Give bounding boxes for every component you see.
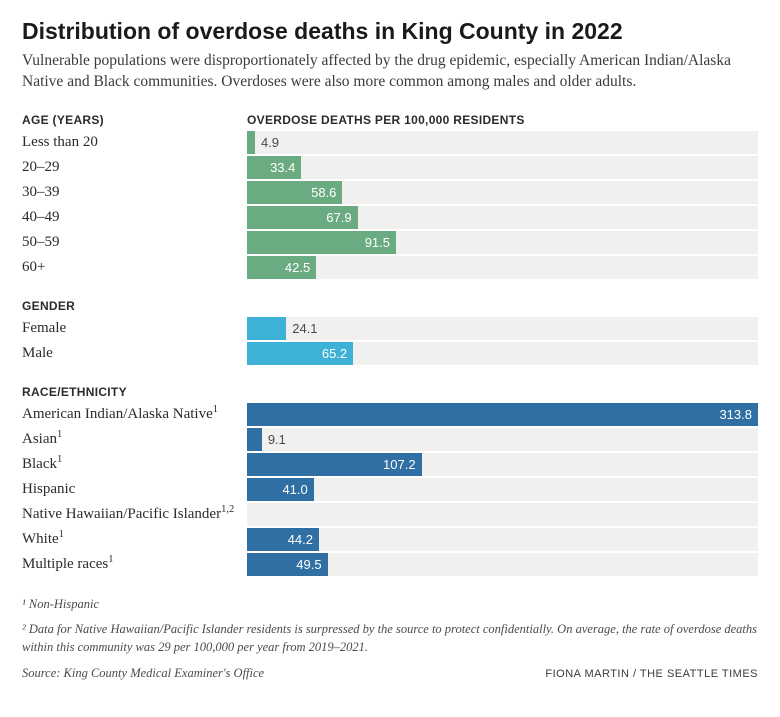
- chart-row: Hispanic 41.0: [22, 478, 758, 501]
- bar-track: 24.1: [247, 317, 758, 340]
- chart-row: Asian1 9.1: [22, 428, 758, 451]
- bar-track: 58.6: [247, 181, 758, 204]
- axis-label: OVERDOSE DEATHS PER 100,000 RESIDENTS: [247, 113, 525, 127]
- bar: [247, 131, 255, 154]
- bar: 91.5: [247, 231, 396, 254]
- row-label: 60+: [22, 259, 247, 276]
- row-label: 20–29: [22, 159, 247, 176]
- chart-row: Multiple races1 49.5: [22, 553, 758, 576]
- chart-row: Black1 107.2: [22, 453, 758, 476]
- row-label: 50–59: [22, 234, 247, 251]
- bar-value: 65.2: [322, 346, 353, 361]
- chart-body: AGE (YEARS)OVERDOSE DEATHS PER 100,000 R…: [22, 113, 758, 576]
- bar-track: 33.4: [247, 156, 758, 179]
- row-label: American Indian/Alaska Native1: [22, 406, 247, 423]
- bar-value: 24.1: [286, 321, 317, 336]
- bar: 41.0: [247, 478, 314, 501]
- footnotes: ¹ Non-Hispanic ² Data for Native Hawaiian…: [22, 596, 758, 657]
- bar-value: 4.9: [255, 135, 279, 150]
- chart-row: 20–29 33.4: [22, 156, 758, 179]
- bar: 33.4: [247, 156, 301, 179]
- bar: 42.5: [247, 256, 316, 279]
- bar-track: 4.9: [247, 131, 758, 154]
- section-header: RACE/ETHNICITY: [22, 385, 247, 399]
- row-label: Hispanic: [22, 481, 247, 498]
- chart-row: 40–49 67.9: [22, 206, 758, 229]
- bar-value: 313.8: [719, 407, 758, 422]
- bar-track: 49.5: [247, 553, 758, 576]
- chart-footer: Source: King County Medical Examiner's O…: [22, 666, 758, 681]
- row-label: Male: [22, 345, 247, 362]
- chart-title: Distribution of overdose deaths in King …: [22, 18, 758, 45]
- section-header: GENDER: [22, 299, 247, 313]
- bar: 67.9: [247, 206, 358, 229]
- bar-track: 65.2: [247, 342, 758, 365]
- bar-value: 42.5: [285, 260, 316, 275]
- chart-row: Female 24.1: [22, 317, 758, 340]
- bar: 58.6: [247, 181, 342, 204]
- bar-value: 49.5: [296, 557, 327, 572]
- bar-value: 33.4: [270, 160, 301, 175]
- chart-row: Male 65.2: [22, 342, 758, 365]
- credit-text: FIONA MARTIN / THE SEATTLE TIMES: [545, 668, 758, 680]
- bar-value: 41.0: [282, 482, 313, 497]
- bar: [247, 317, 286, 340]
- bar-value: 67.9: [326, 210, 357, 225]
- bar-value: 58.6: [311, 185, 342, 200]
- source-text: Source: King County Medical Examiner's O…: [22, 666, 264, 681]
- bar-track: 9.1: [247, 428, 758, 451]
- row-label: Black1: [22, 456, 247, 473]
- bar: 313.8: [247, 403, 758, 426]
- bar-track: 107.2: [247, 453, 758, 476]
- bar: [247, 428, 262, 451]
- row-label: Multiple races1: [22, 556, 247, 573]
- bar-track: 42.5: [247, 256, 758, 279]
- chart-row: Less than 20 4.9: [22, 131, 758, 154]
- bar-track: [247, 503, 758, 526]
- row-label: Female: [22, 320, 247, 337]
- row-label: Less than 20: [22, 134, 247, 151]
- row-label: Asian1: [22, 431, 247, 448]
- bar-value: 9.1: [262, 432, 286, 447]
- chart-row: American Indian/Alaska Native1 313.8: [22, 403, 758, 426]
- bar-track: 91.5: [247, 231, 758, 254]
- bar: 107.2: [247, 453, 422, 476]
- bar-value: 44.2: [288, 532, 319, 547]
- row-label: Native Hawaiian/Pacific Islander1,2: [22, 506, 247, 523]
- bar: 49.5: [247, 553, 328, 576]
- bar: 65.2: [247, 342, 353, 365]
- bar-track: 313.8: [247, 403, 758, 426]
- chart-row: Native Hawaiian/Pacific Islander1,2: [22, 503, 758, 526]
- bar-track: 44.2: [247, 528, 758, 551]
- section-header: AGE (YEARS): [22, 113, 247, 127]
- chart-row: White1 44.2: [22, 528, 758, 551]
- footnote: ¹ Non-Hispanic: [22, 596, 758, 614]
- bar-track: 67.9: [247, 206, 758, 229]
- bar: 44.2: [247, 528, 319, 551]
- chart-subtitle: Vulnerable populations were disproportio…: [22, 51, 742, 93]
- chart-row: 60+ 42.5: [22, 256, 758, 279]
- row-label: 40–49: [22, 209, 247, 226]
- bar-value: 91.5: [365, 235, 396, 250]
- chart-row: 30–39 58.6: [22, 181, 758, 204]
- row-label: 30–39: [22, 184, 247, 201]
- row-label: White1: [22, 531, 247, 548]
- bar-value: 107.2: [383, 457, 422, 472]
- bar-track: 41.0: [247, 478, 758, 501]
- footnote: ² Data for Native Hawaiian/Pacific Islan…: [22, 621, 758, 656]
- chart-row: 50–59 91.5: [22, 231, 758, 254]
